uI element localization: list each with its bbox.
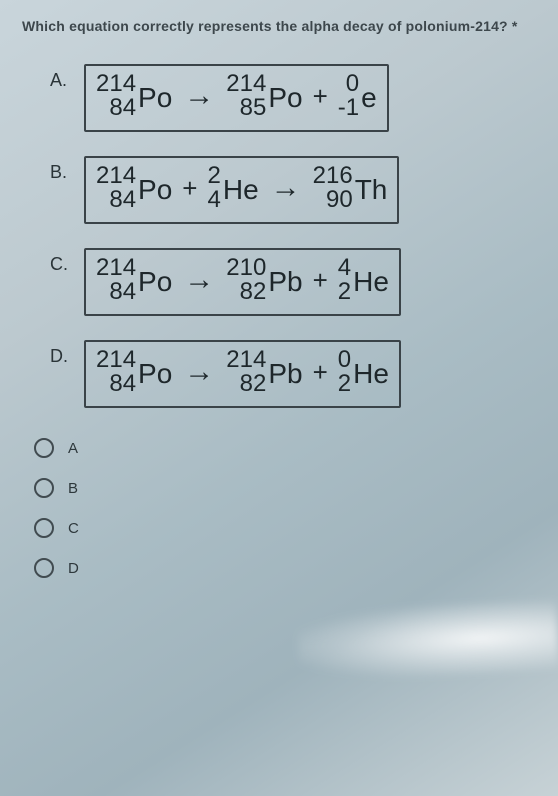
answer-option-d[interactable]: D: [34, 558, 540, 578]
mass-number: 216: [313, 164, 353, 188]
answer-label: B: [68, 480, 78, 497]
mass-number: 0: [346, 72, 359, 96]
choice-a: A. 214 84 Po → 214 85 Po + 0: [22, 64, 540, 132]
mass-number: 214: [96, 72, 136, 96]
atomic-number: 84: [109, 188, 136, 212]
nuclide-numbers: 0 -1: [338, 72, 359, 120]
nuclide: 210 82 Pb: [226, 256, 302, 304]
nuclide-numbers: 214 84: [96, 348, 136, 396]
atomic-number: 82: [240, 372, 267, 396]
element-symbol: Po: [136, 84, 172, 120]
plus-operator: +: [309, 357, 332, 388]
element-symbol: Po: [136, 176, 172, 212]
nuclide-numbers: 210 82: [226, 256, 266, 304]
mass-number: 0: [338, 348, 351, 372]
answer-label: A: [68, 440, 78, 457]
choice-label: D.: [50, 340, 84, 367]
equation-box: 214 84 Po + 2 4 He → 216 90 Th: [84, 156, 399, 224]
mass-number: 214: [226, 348, 266, 372]
answer-option-c[interactable]: C: [34, 518, 540, 538]
radio-icon: [34, 478, 54, 498]
equation-box: 214 84 Po → 214 85 Po + 0 -1 e: [84, 64, 389, 132]
nuclide: 214 85 Po: [226, 72, 302, 120]
choice-label: A.: [50, 64, 84, 91]
atomic-number: 2: [338, 280, 351, 304]
element-symbol: Th: [353, 176, 388, 212]
answer-label: C: [68, 520, 79, 537]
atomic-number: 90: [326, 188, 353, 212]
element-symbol: Po: [136, 360, 172, 396]
atomic-number: 85: [240, 96, 267, 120]
question-text: Which equation correctly represents the …: [22, 18, 540, 34]
plus-operator: +: [309, 81, 332, 112]
answer-label: D: [68, 560, 79, 577]
element-symbol: Po: [136, 268, 172, 304]
element-symbol: Po: [266, 84, 302, 120]
choice-d: D. 214 84 Po → 214 82 Pb + 0: [22, 340, 540, 408]
atomic-number: 84: [109, 372, 136, 396]
nuclide: 216 90 Th: [313, 164, 388, 212]
mass-number: 214: [96, 256, 136, 280]
element-symbol: He: [351, 360, 389, 396]
content-area: Which equation correctly represents the …: [0, 0, 558, 796]
element-symbol: e: [359, 84, 377, 120]
choice-label: B.: [50, 156, 84, 183]
nuclide: 4 2 He: [338, 256, 389, 304]
mass-number: 210: [226, 256, 266, 280]
equation-box: 214 84 Po → 214 82 Pb + 0 2 He: [84, 340, 401, 408]
arrow-icon: →: [178, 263, 220, 297]
mass-number: 4: [338, 256, 351, 280]
answer-option-a[interactable]: A: [34, 438, 540, 458]
choice-b: B. 214 84 Po + 2 4 He → 216: [22, 156, 540, 224]
arrow-icon: →: [178, 79, 220, 113]
nuclide: 0 -1 e: [338, 72, 377, 120]
answer-option-b[interactable]: B: [34, 478, 540, 498]
nuclide: 214 84 Po: [96, 164, 172, 212]
nuclide-numbers: 4 2: [338, 256, 351, 304]
mass-number: 214: [226, 72, 266, 96]
atomic-number: -1: [338, 96, 359, 120]
nuclide-numbers: 214 84: [96, 164, 136, 212]
element-symbol: Pb: [266, 360, 302, 396]
nuclide-numbers: 214 84: [96, 72, 136, 120]
radio-icon: [34, 438, 54, 458]
atomic-number: 4: [207, 188, 220, 212]
atomic-number: 84: [109, 280, 136, 304]
choice-c: C. 214 84 Po → 210 82 Pb + 4: [22, 248, 540, 316]
atomic-number: 84: [109, 96, 136, 120]
mass-number: 214: [96, 348, 136, 372]
nuclide: 214 84 Po: [96, 72, 172, 120]
nuclide: 0 2 He: [338, 348, 389, 396]
mass-number: 214: [96, 164, 136, 188]
element-symbol: Pb: [266, 268, 302, 304]
equation-box: 214 84 Po → 210 82 Pb + 4 2 He: [84, 248, 401, 316]
nuclide: 214 84 Po: [96, 348, 172, 396]
nuclide: 2 4 He: [207, 164, 258, 212]
arrow-icon: →: [265, 171, 307, 205]
nuclide: 214 82 Pb: [226, 348, 302, 396]
nuclide: 214 84 Po: [96, 256, 172, 304]
answer-list: A B C D: [22, 432, 540, 578]
element-symbol: He: [221, 176, 259, 212]
radio-icon: [34, 518, 54, 538]
plus-operator: +: [178, 173, 201, 204]
plus-operator: +: [309, 265, 332, 296]
nuclide-numbers: 2 4: [207, 164, 220, 212]
nuclide-numbers: 214 82: [226, 348, 266, 396]
nuclide-numbers: 214 84: [96, 256, 136, 304]
nuclide-numbers: 0 2: [338, 348, 351, 396]
mass-number: 2: [207, 164, 220, 188]
choice-label: C.: [50, 248, 84, 275]
nuclide-numbers: 216 90: [313, 164, 353, 212]
element-symbol: He: [351, 268, 389, 304]
atomic-number: 82: [240, 280, 267, 304]
radio-icon: [34, 558, 54, 578]
arrow-icon: →: [178, 355, 220, 389]
nuclide-numbers: 214 85: [226, 72, 266, 120]
atomic-number: 2: [338, 372, 351, 396]
